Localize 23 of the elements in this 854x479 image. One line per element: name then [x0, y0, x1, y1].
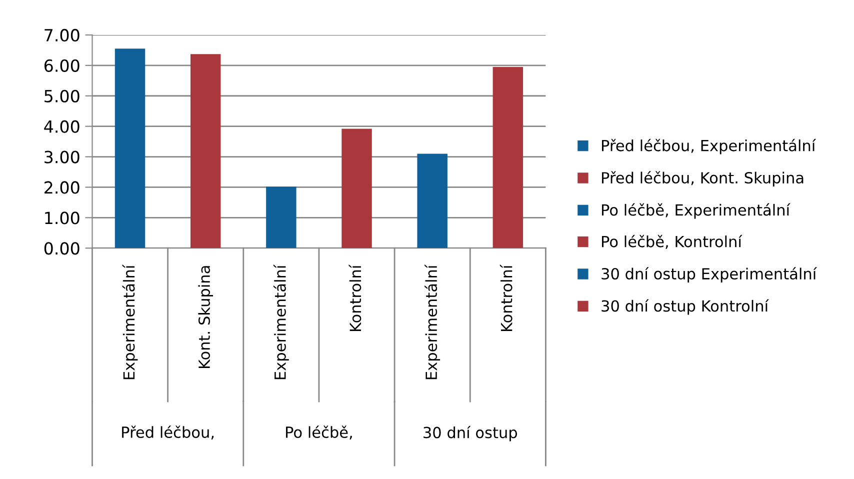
x-tick-label: Experimentální [273, 264, 289, 380]
legend-label: 30 dní ostup Experimentální [602, 267, 818, 283]
y-tick-label: 2.00 [44, 181, 80, 194]
y-tick-label: 0.00 [44, 242, 80, 255]
x-tick-label: Kontrolní [348, 264, 362, 332]
text: 30 dní ostup [424, 426, 518, 442]
x-tick-label: Experimentální [424, 264, 440, 380]
legend-label: 30 dní ostup Kontrolní [602, 299, 769, 315]
text: Před léčbou, [122, 426, 214, 440]
y-tick-label: 3.00 [44, 150, 80, 164]
y-tick-label: 1.00 [45, 212, 80, 224]
legend-label: Před léčbou, Kont. Skupina [602, 171, 804, 187]
legend-label: Před léčbou, Experimentální [602, 138, 816, 154]
legend-label: Po léčbě, Kontrolní [602, 234, 742, 249]
y-tick-label: 6.00 [44, 59, 80, 72]
x-tick-label: Kontrolní [500, 264, 512, 332]
x-tick-label: Kont. Skupina [198, 266, 213, 368]
y-tick-label: 7.00 [44, 28, 80, 42]
y-tick-label: 5.00 [44, 90, 80, 102]
text: Po léčbě, [286, 426, 352, 440]
x-tick-label: Experimentální [122, 264, 138, 380]
y-tick-label: 4.00 [44, 120, 80, 133]
legend-label: Po léčbě, Experimentální [602, 203, 790, 219]
